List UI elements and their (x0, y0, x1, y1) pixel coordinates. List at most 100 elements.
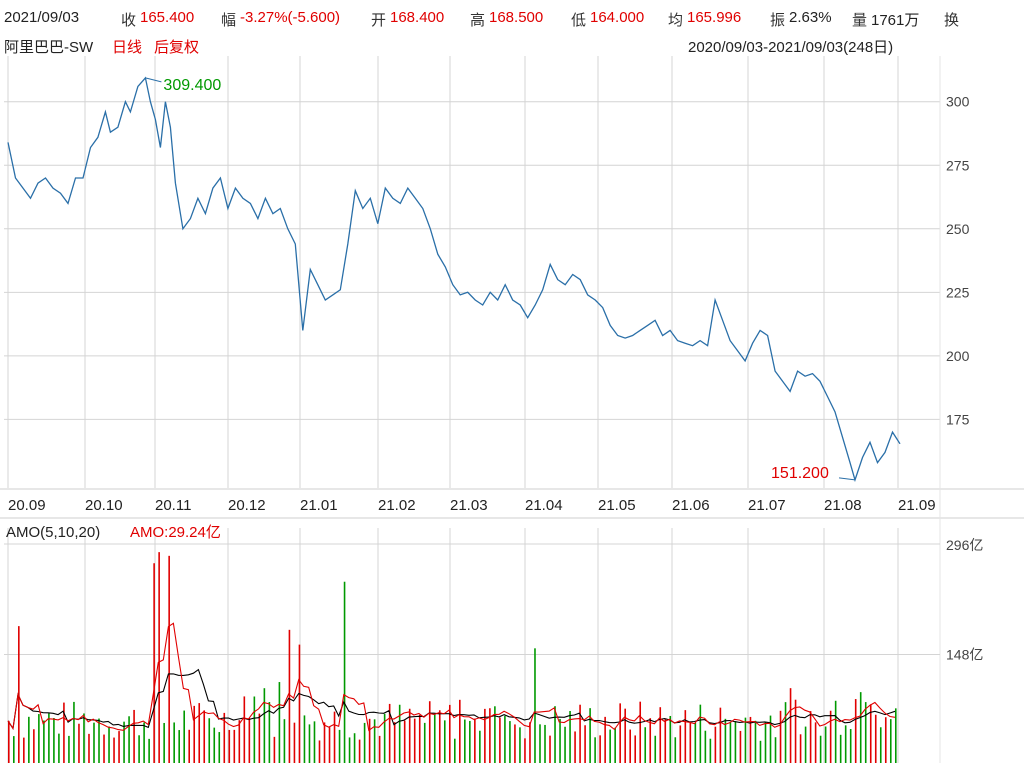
volume-bar (624, 708, 626, 763)
volume-bar (163, 722, 165, 763)
volume-bar (23, 737, 25, 763)
volume-bar (418, 714, 421, 763)
period-selector[interactable]: 日线 (112, 39, 143, 56)
date-tick-label: 20.09 (8, 497, 46, 514)
volume-bar (514, 724, 516, 763)
date-axis-labels: 20.09 20.10 20.11 20.12 21.01 21.02 21.03 21.04… (8, 497, 936, 514)
volume-bar (198, 703, 201, 763)
open-label: 开 (371, 12, 387, 29)
date-range: 2020/09/03-2021/09/03(248日) (688, 39, 894, 56)
date-tick-label: 20.12 (228, 497, 266, 514)
volume-bar (278, 682, 281, 763)
volume-bar (293, 722, 296, 763)
avg-value: 165.996 (687, 9, 742, 26)
volume-bar (774, 737, 777, 763)
volume-bar (534, 648, 536, 763)
volume-bar (889, 719, 892, 763)
volume-bar (894, 708, 897, 763)
volume-indicator-value: AMO:29.24亿 (130, 524, 221, 541)
volume-bar (258, 713, 261, 763)
volume-bar (574, 731, 576, 763)
volume-bar (28, 716, 30, 763)
volume-bar (448, 704, 451, 763)
volume-bar (368, 718, 371, 763)
volume-bar (779, 710, 782, 763)
volume-bar (654, 735, 657, 763)
volume-bar (73, 701, 75, 763)
min-pointer (838, 477, 856, 481)
adjust-selector[interactable]: 后复权 (154, 39, 200, 56)
volume-bar (594, 737, 596, 763)
volume-bar (829, 710, 832, 763)
volume-bar (438, 710, 441, 763)
volume-indicator-title: AMO(5,10,20) (6, 524, 100, 541)
volume-bar (333, 711, 336, 763)
volume-bar (579, 704, 581, 763)
volume-bar (203, 710, 206, 763)
volume-bar (539, 724, 541, 763)
stock-info-row: 阿里巴巴-SW 日线 后复权 2020/09/03-2021/09/03(248… (0, 34, 1024, 56)
volume-bar (484, 708, 486, 763)
volume-bar (789, 688, 792, 763)
volume-bar (564, 726, 566, 763)
volume-bar (378, 735, 381, 763)
volume-bar (383, 713, 386, 763)
volume-bar (33, 729, 35, 763)
stock-name: 阿里巴巴-SW (4, 39, 94, 56)
volume-bar (243, 696, 246, 763)
volume-bar (504, 715, 506, 763)
volume-bar (684, 710, 687, 763)
date-tick-label: 21.02 (378, 497, 416, 514)
volume-tick-label: 148亿 (946, 647, 983, 663)
volume-bar (814, 722, 817, 763)
volume-bar (68, 735, 70, 763)
volume-bar (759, 740, 762, 763)
volume-bar (639, 701, 642, 763)
volume-bar (133, 709, 135, 763)
volume-bars (8, 552, 897, 763)
volume-bar (474, 718, 476, 763)
volume-bar (844, 725, 847, 763)
volume-bar (879, 727, 882, 763)
volume-bar (188, 729, 191, 763)
volume-bar (694, 722, 697, 763)
volume-bar (58, 733, 60, 763)
volume-bar (63, 702, 65, 763)
volume-bar (494, 706, 496, 763)
price-tick-label: 175 (946, 411, 970, 427)
volume-bar (83, 713, 85, 763)
volume-bar (168, 555, 170, 763)
volume-bar (519, 727, 521, 763)
volume-bar (233, 729, 236, 763)
quote-date: 2021/09/03 (4, 9, 80, 26)
volume-bar (874, 714, 877, 763)
volume-bar (38, 714, 40, 763)
volume-bar (859, 692, 862, 763)
volume-bar (849, 729, 852, 763)
volume-bar (804, 726, 807, 763)
volume-bar (353, 733, 356, 763)
volume-bar (754, 720, 757, 763)
volume-bar (423, 722, 426, 763)
high-value: 168.500 (489, 9, 544, 26)
volume-bar (584, 725, 586, 763)
volume-bar (674, 737, 677, 763)
volume-bar (318, 740, 321, 763)
volume-bar (43, 720, 45, 763)
volume-bar (248, 718, 251, 763)
volume-bar (524, 738, 526, 763)
volume-bar (328, 727, 331, 763)
volume-bar (398, 704, 401, 763)
volume-bar (819, 735, 822, 763)
amplitude-value: 2.63% (789, 9, 832, 26)
volume-bar (839, 734, 842, 763)
volume-bar (8, 720, 10, 763)
volume-axis-labels: AMO(5,10,20) AMO:29.24亿 296亿 148亿 (6, 524, 983, 663)
volume-bar (338, 729, 341, 763)
min-price-label: 151.200 (771, 465, 829, 482)
volume-bar (739, 730, 742, 763)
volume-bar (393, 722, 396, 763)
volume-bar (253, 696, 256, 763)
volume-bar (148, 738, 150, 763)
